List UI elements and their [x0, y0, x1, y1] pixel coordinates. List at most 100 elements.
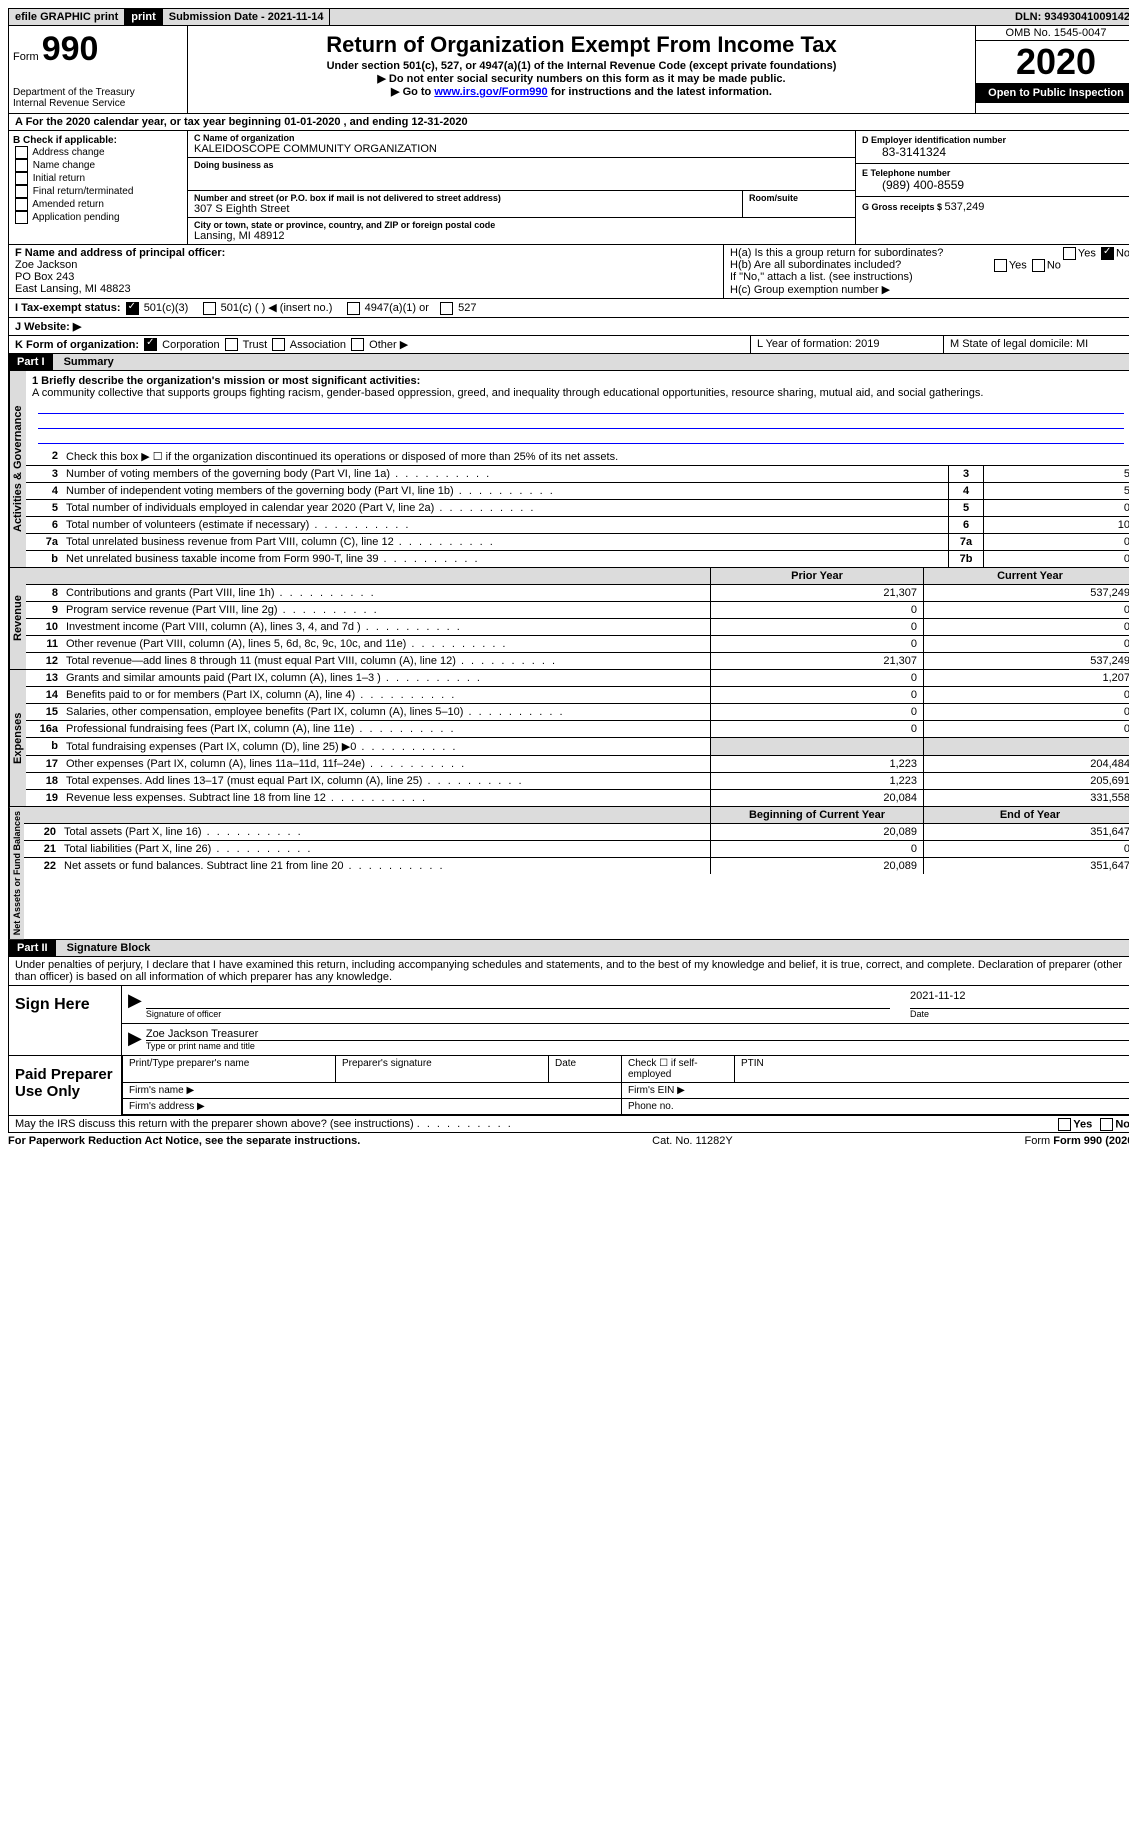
irs-link[interactable]: www.irs.gov/Form990: [434, 86, 547, 98]
table-row: 18 Total expenses. Add lines 13–17 (must…: [26, 773, 1129, 790]
gross-receipts: 537,249: [945, 201, 985, 213]
phone-label: E Telephone number: [862, 168, 1129, 178]
officer-addr2: East Lansing, MI 48823: [15, 283, 717, 295]
footer: For Paperwork Reduction Act Notice, see …: [8, 1133, 1129, 1149]
table-row: 22 Net assets or fund balances. Subtract…: [24, 858, 1129, 874]
line-2: Check this box ▶ ☐ if the organization d…: [62, 448, 1129, 465]
subtitle-1: Under section 501(c), 527, or 4947(a)(1)…: [192, 60, 971, 72]
prep-date: Date: [549, 1056, 622, 1083]
table-row: 9 Program service revenue (Part VIII, li…: [26, 602, 1129, 619]
sign-here: Sign Here: [9, 986, 122, 1055]
phone: (989) 400-8559: [862, 178, 1129, 192]
chk-501c[interactable]: [203, 302, 216, 315]
dba-label: Doing business as: [194, 160, 849, 170]
line-a: A For the 2020 calendar year, or tax yea…: [8, 114, 1129, 131]
part2-header: Part II Signature Block: [8, 940, 1129, 957]
prep-name: Print/Type preparer's name: [123, 1056, 336, 1083]
print-button[interactable]: print: [125, 9, 162, 25]
table-row: b Net unrelated business taxable income …: [26, 551, 1129, 567]
officer-label: F Name and address of principal officer:: [15, 247, 717, 259]
name-label: C Name of organization: [194, 133, 849, 143]
table-row: 20 Total assets (Part X, line 16) 20,089…: [24, 824, 1129, 841]
officer-name: Zoe Jackson: [15, 259, 717, 271]
revenue-section: Revenue Prior Year Current Year 8 Contri…: [8, 568, 1129, 670]
box-m: M State of legal domicile: MI: [944, 336, 1129, 354]
street: 307 S Eighth Street: [194, 203, 736, 215]
chk-527[interactable]: [440, 302, 453, 315]
table-row: 13 Grants and similar amounts paid (Part…: [26, 670, 1129, 687]
topbar: efile GRAPHIC print print Submission Dat…: [8, 8, 1129, 26]
mission-label: 1 Briefly describe the organization's mi…: [32, 375, 1129, 387]
chk-corp[interactable]: [144, 338, 157, 351]
chk-501c3[interactable]: [126, 302, 139, 315]
mission-text: A community collective that supports gro…: [32, 387, 1129, 399]
tax-year: 2020: [976, 41, 1129, 83]
governance-section: Activities & Governance 1 Briefly descri…: [8, 371, 1129, 568]
officer-addr1: PO Box 243: [15, 271, 717, 283]
table-row: 5 Total number of individuals employed i…: [26, 500, 1129, 517]
chk-initial[interactable]: Initial return: [13, 172, 183, 185]
table-row: 7a Total unrelated business revenue from…: [26, 534, 1129, 551]
form-title: Return of Organization Exempt From Incom…: [192, 32, 971, 58]
h-b2: If "No," attach a list. (see instruction…: [730, 271, 1129, 283]
officer-section: F Name and address of principal officer:…: [8, 245, 1129, 299]
sig-name: Zoe Jackson Treasurer: [146, 1028, 1129, 1041]
expenses-section: Expenses 13 Grants and similar amounts p…: [8, 670, 1129, 807]
chk-4947[interactable]: [347, 302, 360, 315]
col-current: Current Year: [923, 568, 1129, 584]
table-row: 6 Total number of volunteers (estimate i…: [26, 517, 1129, 534]
chk-amended[interactable]: Amended return: [13, 198, 183, 211]
arrow-icon: ▶: [128, 1028, 142, 1051]
prep-sig: Preparer's signature: [336, 1056, 549, 1083]
box-i: I Tax-exempt status: 501(c)(3) 501(c) ( …: [8, 299, 1129, 318]
chk-trust[interactable]: [225, 338, 238, 351]
ein-label: D Employer identification number: [862, 135, 1129, 145]
prep-check: Check ☐ if self-employed: [622, 1056, 735, 1083]
city: Lansing, MI 48912: [194, 230, 849, 242]
table-row: 14 Benefits paid to or for members (Part…: [26, 687, 1129, 704]
chk-address[interactable]: Address change: [13, 146, 183, 159]
chk-final[interactable]: Final return/terminated: [13, 185, 183, 198]
dept-label: Department of the Treasury Internal Reve…: [13, 87, 183, 109]
paid-preparer-section: Paid Preparer Use Only Print/Type prepar…: [8, 1056, 1129, 1116]
chk-pending[interactable]: Application pending: [13, 211, 183, 224]
prep-ptin: PTIN: [735, 1056, 1129, 1083]
firm-ein: Firm's EIN ▶: [622, 1083, 1129, 1099]
h-a: H(a) Is this a group return for subordin…: [730, 247, 1129, 259]
date-label: Date: [910, 1009, 1129, 1019]
form-word: Form: [13, 51, 39, 63]
open-public: Open to Public Inspection: [976, 83, 1129, 103]
h-c: H(c) Group exemption number ▶: [730, 283, 1129, 296]
entity-section: B Check if applicable: Address change Na…: [8, 131, 1129, 245]
box-l: L Year of formation: 2019: [751, 336, 944, 354]
col-begin: Beginning of Current Year: [710, 807, 923, 823]
netassets-section: Net Assets or Fund Balances Beginning of…: [8, 807, 1129, 940]
table-row: 15 Salaries, other compensation, employe…: [26, 704, 1129, 721]
sidebar-expenses: Expenses: [9, 670, 26, 806]
chk-name[interactable]: Name change: [13, 159, 183, 172]
room-label: Room/suite: [749, 193, 849, 203]
subtitle-3: ▶ Go to www.irs.gov/Form990 for instruct…: [192, 85, 971, 98]
subtitle-2: ▶ Do not enter social security numbers o…: [192, 72, 971, 85]
submission-date: Submission Date - 2021-11-14: [163, 9, 331, 25]
city-label: City or town, state or province, country…: [194, 220, 849, 230]
table-row: 8 Contributions and grants (Part VIII, l…: [26, 585, 1129, 602]
table-row: 12 Total revenue—add lines 8 through 11 …: [26, 653, 1129, 669]
gross-label: G Gross receipts $: [862, 202, 945, 212]
col-end: End of Year: [923, 807, 1129, 823]
box-j: J Website: ▶: [8, 318, 1129, 336]
discuss-line: May the IRS discuss this return with the…: [8, 1116, 1129, 1133]
chk-other[interactable]: [351, 338, 364, 351]
form-ref: Form Form 990 (2020): [1025, 1135, 1129, 1147]
arrow-icon: ▶: [128, 990, 142, 1019]
sign-here-section: Sign Here ▶ Signature of officer 2021-11…: [8, 986, 1129, 1056]
org-name: KALEIDOSCOPE COMMUNITY ORGANIZATION: [194, 143, 849, 155]
ein: 83-3141324: [862, 145, 1129, 159]
box-b: B Check if applicable: Address change Na…: [9, 131, 188, 244]
sidebar-revenue: Revenue: [9, 568, 26, 669]
sig-officer-label: Signature of officer: [146, 1009, 890, 1019]
table-row: 16a Professional fundraising fees (Part …: [26, 721, 1129, 738]
box-klm: K Form of organization: Corporation Trus…: [8, 336, 1129, 355]
omb-number: OMB No. 1545-0047: [976, 26, 1129, 41]
chk-assoc[interactable]: [272, 338, 285, 351]
